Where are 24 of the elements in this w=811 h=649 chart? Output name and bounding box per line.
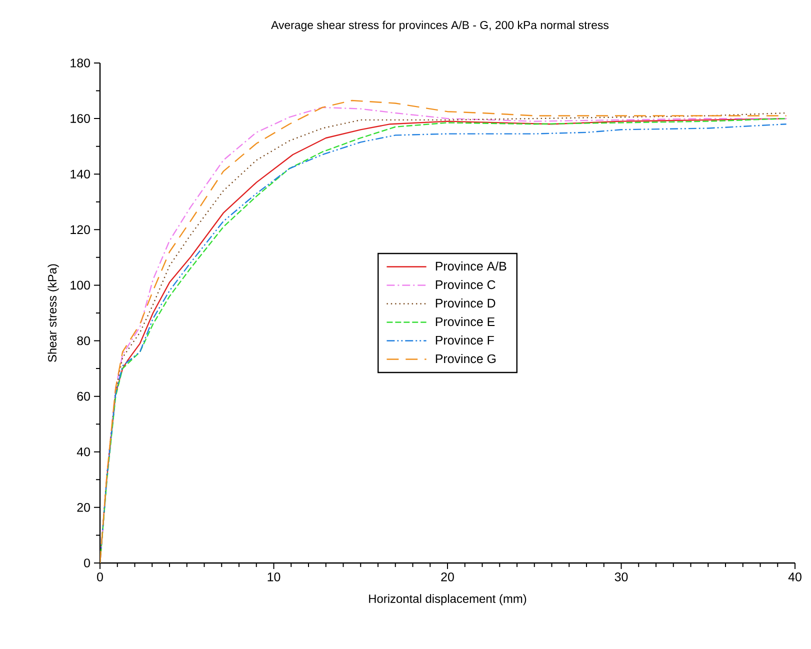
y-tick-label: 120: [70, 225, 90, 234]
legend-label: Province A/B: [436, 261, 506, 271]
legend-label: Province F: [436, 335, 494, 345]
y-tick-label: 40: [76, 447, 90, 456]
y-tick-label: 0: [84, 558, 90, 568]
x-tick-label: 40: [788, 572, 802, 582]
y-tick-label: 100: [70, 280, 90, 290]
chart-title: Average shear stress for provinces A/B - G, 200 kPa normal stress: [271, 20, 609, 32]
y-tick-label: 20: [77, 503, 90, 512]
x-tick-label: 10: [268, 572, 280, 582]
y-tick-label: 60: [77, 392, 90, 401]
legend-label: Province C: [436, 280, 496, 290]
x-axis-title: Horizontal displacement (mm): [369, 594, 526, 606]
x-tick-label: 30: [614, 572, 628, 582]
y-axis-title: Shear stress (kPa): [48, 264, 59, 362]
legend-label: Province E: [436, 316, 495, 326]
x-tick-label: 0: [97, 572, 103, 582]
x-tick-label: 20: [441, 572, 454, 582]
y-tick-label: 80: [77, 336, 90, 346]
legend-label: Province D: [436, 298, 496, 308]
y-tick-label: 160: [70, 114, 90, 123]
y-tick-label: 140: [70, 170, 90, 179]
y-tick-label: 180: [70, 58, 90, 68]
legend-label: Province G: [436, 354, 496, 364]
